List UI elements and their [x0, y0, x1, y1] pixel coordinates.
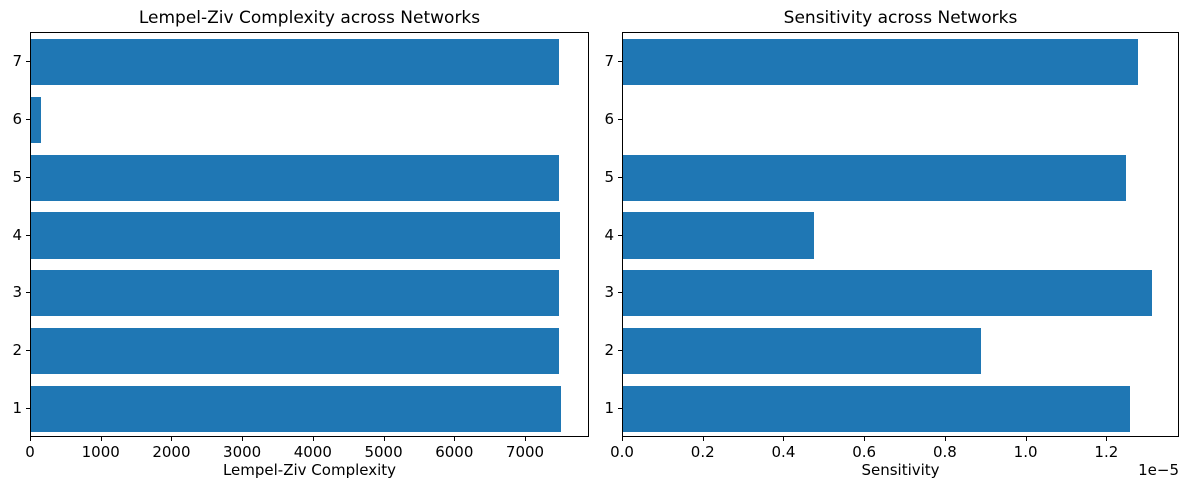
x-axis-label: Sensitivity — [861, 461, 940, 479]
x-axis-label: Lempel-Ziv Complexity — [222, 461, 397, 479]
chart-title: Sensitivity across Networks — [783, 8, 1018, 28]
x-tick-mark — [30, 437, 31, 441]
bar-network-5 — [623, 154, 1126, 201]
x-tick-mark — [702, 437, 704, 441]
x-tick-label: 3000 — [223, 443, 262, 461]
y-tick-mark — [26, 292, 30, 294]
x-tick-mark — [864, 437, 866, 441]
x-tick-mark — [783, 437, 785, 441]
x-tick-label: 5000 — [364, 443, 403, 461]
y-tick-mark — [618, 60, 622, 62]
y-tick-mark — [26, 234, 30, 236]
bar-network-4 — [623, 212, 815, 259]
y-tick-label: 7 — [12, 51, 22, 70]
x-tick-mark — [242, 437, 244, 441]
y-tick-mark — [618, 176, 622, 178]
y-tick-label: 2 — [12, 341, 22, 360]
x-tick-mark — [622, 437, 623, 441]
x-tick-mark — [944, 437, 946, 441]
x-tick-mark — [100, 437, 102, 441]
y-tick-label: 4 — [12, 225, 22, 244]
y-tick-label: 4 — [604, 225, 614, 244]
x-tick-mark — [1025, 437, 1027, 441]
plot-area — [30, 32, 589, 437]
x-tick-label: 2000 — [152, 443, 191, 461]
bar-network-3 — [623, 270, 1152, 317]
y-tick-label: 3 — [12, 283, 22, 302]
bar-network-1 — [623, 385, 1130, 433]
x-tick-label: 1000 — [81, 443, 120, 461]
y-tick-label: 7 — [604, 51, 614, 70]
x-tick-mark — [171, 437, 173, 441]
y-tick-label: 2 — [604, 341, 614, 360]
x-tick-label: 4000 — [293, 443, 332, 461]
bar-network-7 — [31, 38, 560, 86]
x-tick-mark — [383, 437, 385, 441]
lz-complexity-chart: Lempel-Ziv Complexity across Networks Le… — [0, 0, 594, 490]
x-tick-mark — [454, 437, 456, 441]
y-tick-label: 5 — [604, 167, 614, 186]
x-tick-label: 0 — [25, 443, 35, 461]
bar-network-4 — [31, 212, 560, 259]
chart-title: Lempel-Ziv Complexity across Networks — [138, 8, 481, 28]
bar-network-6 — [31, 96, 41, 143]
x-tick-mark — [525, 437, 526, 441]
bar-network-2 — [31, 328, 559, 375]
y-tick-mark — [618, 408, 622, 410]
y-tick-mark — [26, 408, 30, 410]
x-tick-label: 0.0 — [610, 443, 634, 461]
x-tick-label: 0.6 — [852, 443, 877, 461]
x-tick-mark — [1106, 437, 1108, 441]
y-tick-label: 6 — [12, 109, 22, 128]
x-tick-label: 0.2 — [690, 443, 715, 461]
y-tick-mark — [26, 60, 30, 62]
plot-area — [622, 32, 1179, 437]
x-tick-label: 0.8 — [932, 443, 957, 461]
sensitivity-chart: Sensitivity across Networks Sensitivity … — [594, 0, 1189, 490]
x-tick-label: 1.0 — [1013, 443, 1038, 461]
x-tick-label: 7000 — [505, 443, 545, 461]
y-tick-mark — [26, 176, 30, 178]
x-tick-label: 6000 — [435, 443, 474, 461]
y-tick-mark — [26, 118, 30, 120]
y-tick-mark — [618, 118, 622, 120]
y-tick-mark — [618, 292, 622, 294]
bar-network-2 — [623, 328, 981, 375]
x-tick-mark — [312, 437, 314, 441]
axis-offset-label: 1e−5 — [1138, 461, 1179, 479]
y-tick-label: 3 — [604, 283, 614, 302]
bar-network-1 — [31, 385, 561, 433]
bar-network-7 — [623, 38, 1138, 86]
y-tick-label: 5 — [12, 167, 22, 186]
bar-network-3 — [31, 270, 560, 317]
y-tick-mark — [618, 350, 622, 352]
y-tick-label: 1 — [12, 399, 22, 418]
y-tick-label: 1 — [604, 399, 614, 418]
x-tick-label: 0.4 — [771, 443, 796, 461]
bar-network-5 — [31, 154, 560, 201]
y-tick-mark — [618, 234, 622, 236]
x-tick-label: 1.2 — [1094, 443, 1119, 461]
y-tick-label: 6 — [604, 109, 614, 128]
y-tick-mark — [26, 350, 30, 352]
